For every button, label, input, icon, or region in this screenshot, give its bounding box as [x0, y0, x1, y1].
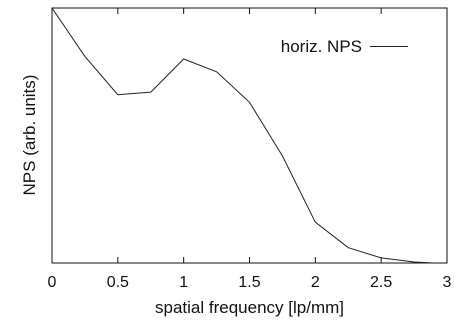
x-tick-label: 2 — [311, 274, 320, 291]
x-tick-label: 0.5 — [107, 274, 129, 291]
x-tick-label: 2.5 — [370, 274, 392, 291]
legend-label: horiz. NPS — [281, 37, 362, 56]
x-axis-tick-labels: 0 0.5 1 1.5 2 2.5 3 — [48, 274, 452, 291]
x-axis-ticks — [51, 8, 448, 263]
x-axis-label: spatial frequency [lp/mm] — [155, 298, 344, 317]
legend: horiz. NPS — [281, 37, 408, 56]
x-tick-label: 0 — [48, 274, 57, 291]
x-tick-label: 1.5 — [238, 274, 260, 291]
series-line-horiz-nps — [51, 7, 434, 264]
y-axis-label: NPS (arb. units) — [20, 75, 39, 196]
x-tick-label: 1 — [179, 274, 188, 291]
x-tick-label: 3 — [443, 274, 452, 291]
